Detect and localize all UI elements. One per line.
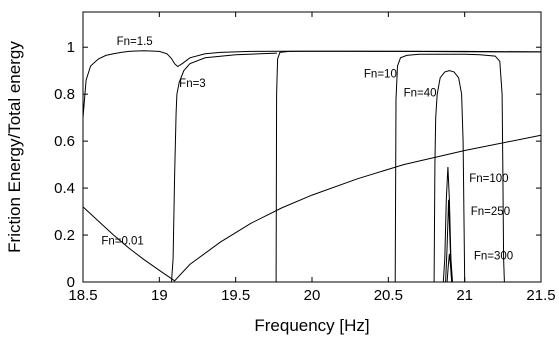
x-tick-label: 20 [304,287,321,304]
annotation-fn-0-01: Fn=0.01 [101,235,144,247]
y-tick-label: 0.4 [54,180,75,197]
series-line-fn-40 [433,70,466,283]
x-tick-label: 19 [151,287,168,304]
annotation-fn-300: Fn=300 [474,251,513,263]
y-tick-label: 0.6 [54,133,75,150]
annotation-fn-3: Fn=3 [179,78,206,90]
series-line-fn-3 [171,52,277,283]
annotation-layer: Fn=1.5 Fn=3 Fn=10 Fn=40 Fn=100 Fn=250 Fn=0.01 F… [101,36,513,263]
series-line-fn-250 [445,199,453,283]
x-axis-title: Frequency [Hz] [254,316,369,335]
series-line-fn-300 [446,253,453,283]
series-line-fn-7 [275,50,542,283]
annotation-fn-10: Fn=10 [364,69,397,81]
y-tick-label: 0.2 [54,227,75,244]
annotation-fn-100: Fn=100 [469,173,508,185]
annotation-fn-40: Fn=40 [404,88,437,100]
series-line-fn-1-5 [82,50,542,118]
plot-frame [82,11,542,283]
y-tick-label: 1 [67,39,75,56]
annotation-fn-250: Fn=250 [471,206,510,218]
series-layer [82,50,542,283]
x-tick-label: 19.5 [221,287,250,304]
series-line-fn-0-01 [82,134,542,282]
x-axis-ticks: 18.5 19 19.5 20 20.5 21 21.5 [68,12,556,304]
x-tick-label: 21.5 [526,287,555,304]
y-tick-label: 0.8 [54,86,75,103]
x-tick-label: 21 [456,287,473,304]
series-line-fn-10 [394,53,505,283]
y-axis-title: Friction Energy/Total energy [5,41,24,253]
annotation-fn-1-5: Fn=1.5 [117,36,153,48]
y-tick-label: 0 [67,274,75,291]
x-tick-label: 20.5 [374,287,403,304]
y-axis-ticks: 0 0.2 0.4 0.6 0.8 1 [54,39,541,291]
x-tick-label: 18.5 [68,287,97,304]
